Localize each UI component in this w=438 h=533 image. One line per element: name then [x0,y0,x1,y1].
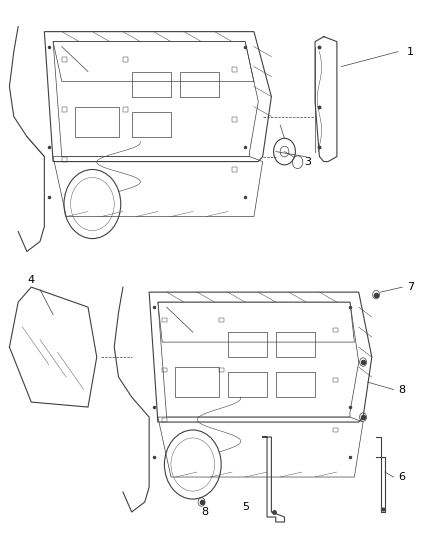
Bar [162,417,167,422]
Bar [232,117,237,122]
Bar [75,107,119,136]
Bar [228,372,267,397]
Bar [175,367,219,397]
Bar [219,318,224,322]
Bar [132,111,171,136]
Bar [62,57,67,62]
Bar [62,107,67,111]
Text: 6: 6 [398,472,405,482]
Text: 4: 4 [28,274,35,285]
Bar [132,71,171,96]
Bar [62,157,67,161]
Bar [219,368,224,372]
Bar [123,107,128,111]
Bar [332,328,338,332]
Bar [332,377,338,382]
Text: 8: 8 [398,385,405,394]
Text: 7: 7 [407,282,414,292]
Bar [232,67,237,71]
Bar [276,372,315,397]
Bar [180,71,219,96]
Text: 3: 3 [304,157,311,166]
Bar [332,427,338,432]
Bar [276,332,315,357]
Bar [123,57,128,62]
Bar [232,167,237,172]
Bar [228,332,267,357]
Bar [162,318,167,322]
Text: 8: 8 [201,507,208,517]
Bar [162,368,167,372]
Text: 1: 1 [407,46,414,56]
Text: 5: 5 [243,502,250,512]
